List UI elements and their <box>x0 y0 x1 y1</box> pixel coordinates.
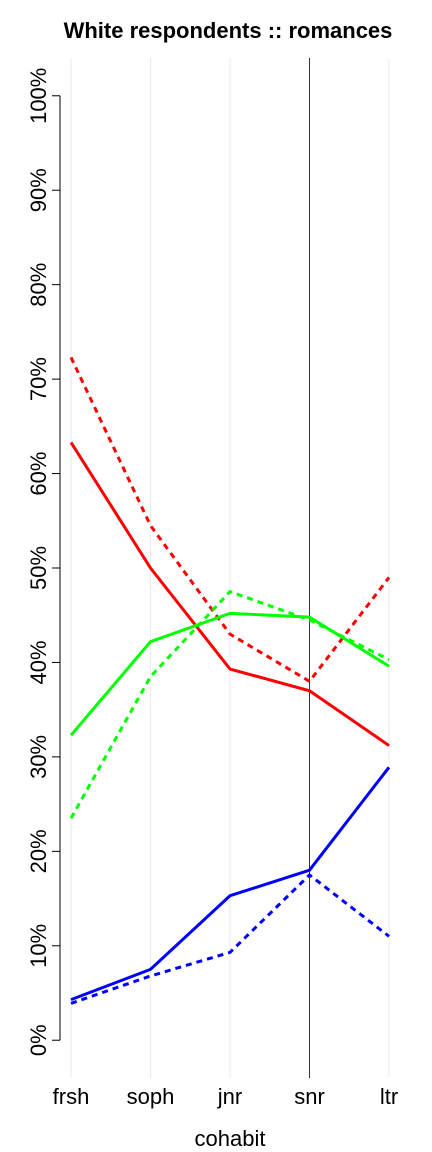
x-tick-label: jnr <box>217 1084 242 1109</box>
y-tick-label: 80% <box>26 263 51 307</box>
chart-title: White respondents :: romances <box>64 18 393 43</box>
y-tick-label: 10% <box>26 924 51 968</box>
x-axis-label: cohabit <box>195 1126 266 1151</box>
x-tick-label: frsh <box>53 1084 90 1109</box>
y-tick-label: 30% <box>26 735 51 779</box>
y-tick-label: 70% <box>26 357 51 401</box>
y-tick-label: 60% <box>26 452 51 496</box>
y-tick-label: 50% <box>26 546 51 590</box>
series-line <box>69 356 391 684</box>
series-line <box>70 766 391 1002</box>
series-line <box>70 872 390 1005</box>
x-tick-label: snr <box>294 1084 325 1109</box>
x-tick-label: soph <box>127 1084 175 1109</box>
grid <box>70 58 390 1078</box>
series-line <box>69 589 390 820</box>
y-tick-label: 0% <box>26 1024 51 1056</box>
y-tick-label: 90% <box>26 168 51 212</box>
x-tick-label: ltr <box>380 1084 398 1109</box>
series-line <box>69 611 390 737</box>
y-tick-label: 100% <box>26 68 51 124</box>
y-tick-label: 20% <box>26 829 51 873</box>
series-line <box>69 441 390 747</box>
y-tick-label: 40% <box>26 640 51 684</box>
